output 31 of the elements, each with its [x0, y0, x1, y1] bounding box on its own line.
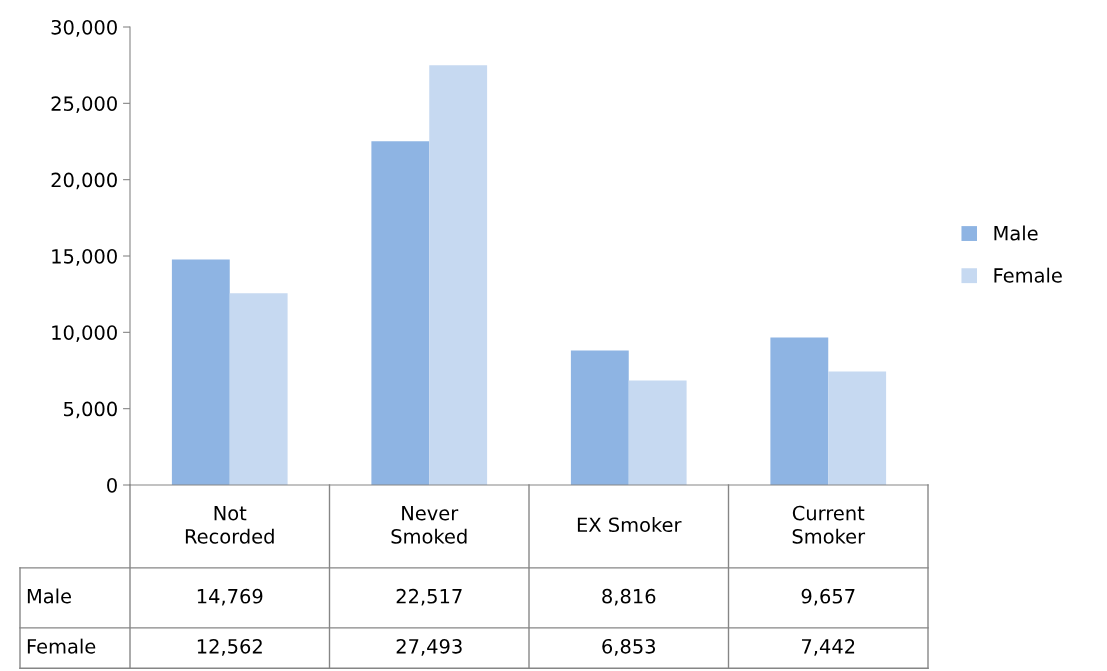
y-tick-label: 15,000: [52, 248, 117, 266]
data-label: 12,562: [197, 638, 262, 656]
text: Female: [27, 638, 96, 654]
bar: [429, 65, 488, 485]
y-tick-label: 0: [107, 477, 117, 493]
x-tick-label: Never Smoked: [391, 506, 467, 544]
bar: [828, 371, 887, 485]
bar: [570, 350, 629, 485]
data-label: 22,517: [396, 588, 462, 606]
y-tick-label: 5,000: [64, 401, 117, 419]
data-label: 27,493: [396, 638, 462, 656]
y-tick-label: 10,000: [52, 325, 117, 342]
x-tick-label: Current Smoker: [792, 505, 866, 544]
bar: [171, 259, 230, 485]
data-label: 7,442: [802, 638, 855, 656]
bar: [628, 380, 687, 485]
x-tick-label: EX Smoker: [577, 517, 682, 533]
text: Male: [27, 588, 72, 604]
bar: [770, 337, 829, 485]
x-tick-label: Not Recorded: [185, 506, 274, 544]
legend-label: Female: [994, 267, 1062, 283]
data-label: 6,853: [602, 638, 656, 656]
y-tick-label: 25,000: [51, 96, 117, 113]
bar: [229, 293, 288, 485]
y-tick-label: 20,000: [51, 172, 117, 190]
bar: [371, 141, 430, 485]
data-label: 14,769: [197, 588, 263, 606]
data-label: 8,816: [602, 588, 656, 606]
y-tick-label: 30,000: [51, 19, 117, 37]
legend-label: Male: [994, 225, 1038, 241]
data-label: 9,657: [801, 588, 855, 606]
